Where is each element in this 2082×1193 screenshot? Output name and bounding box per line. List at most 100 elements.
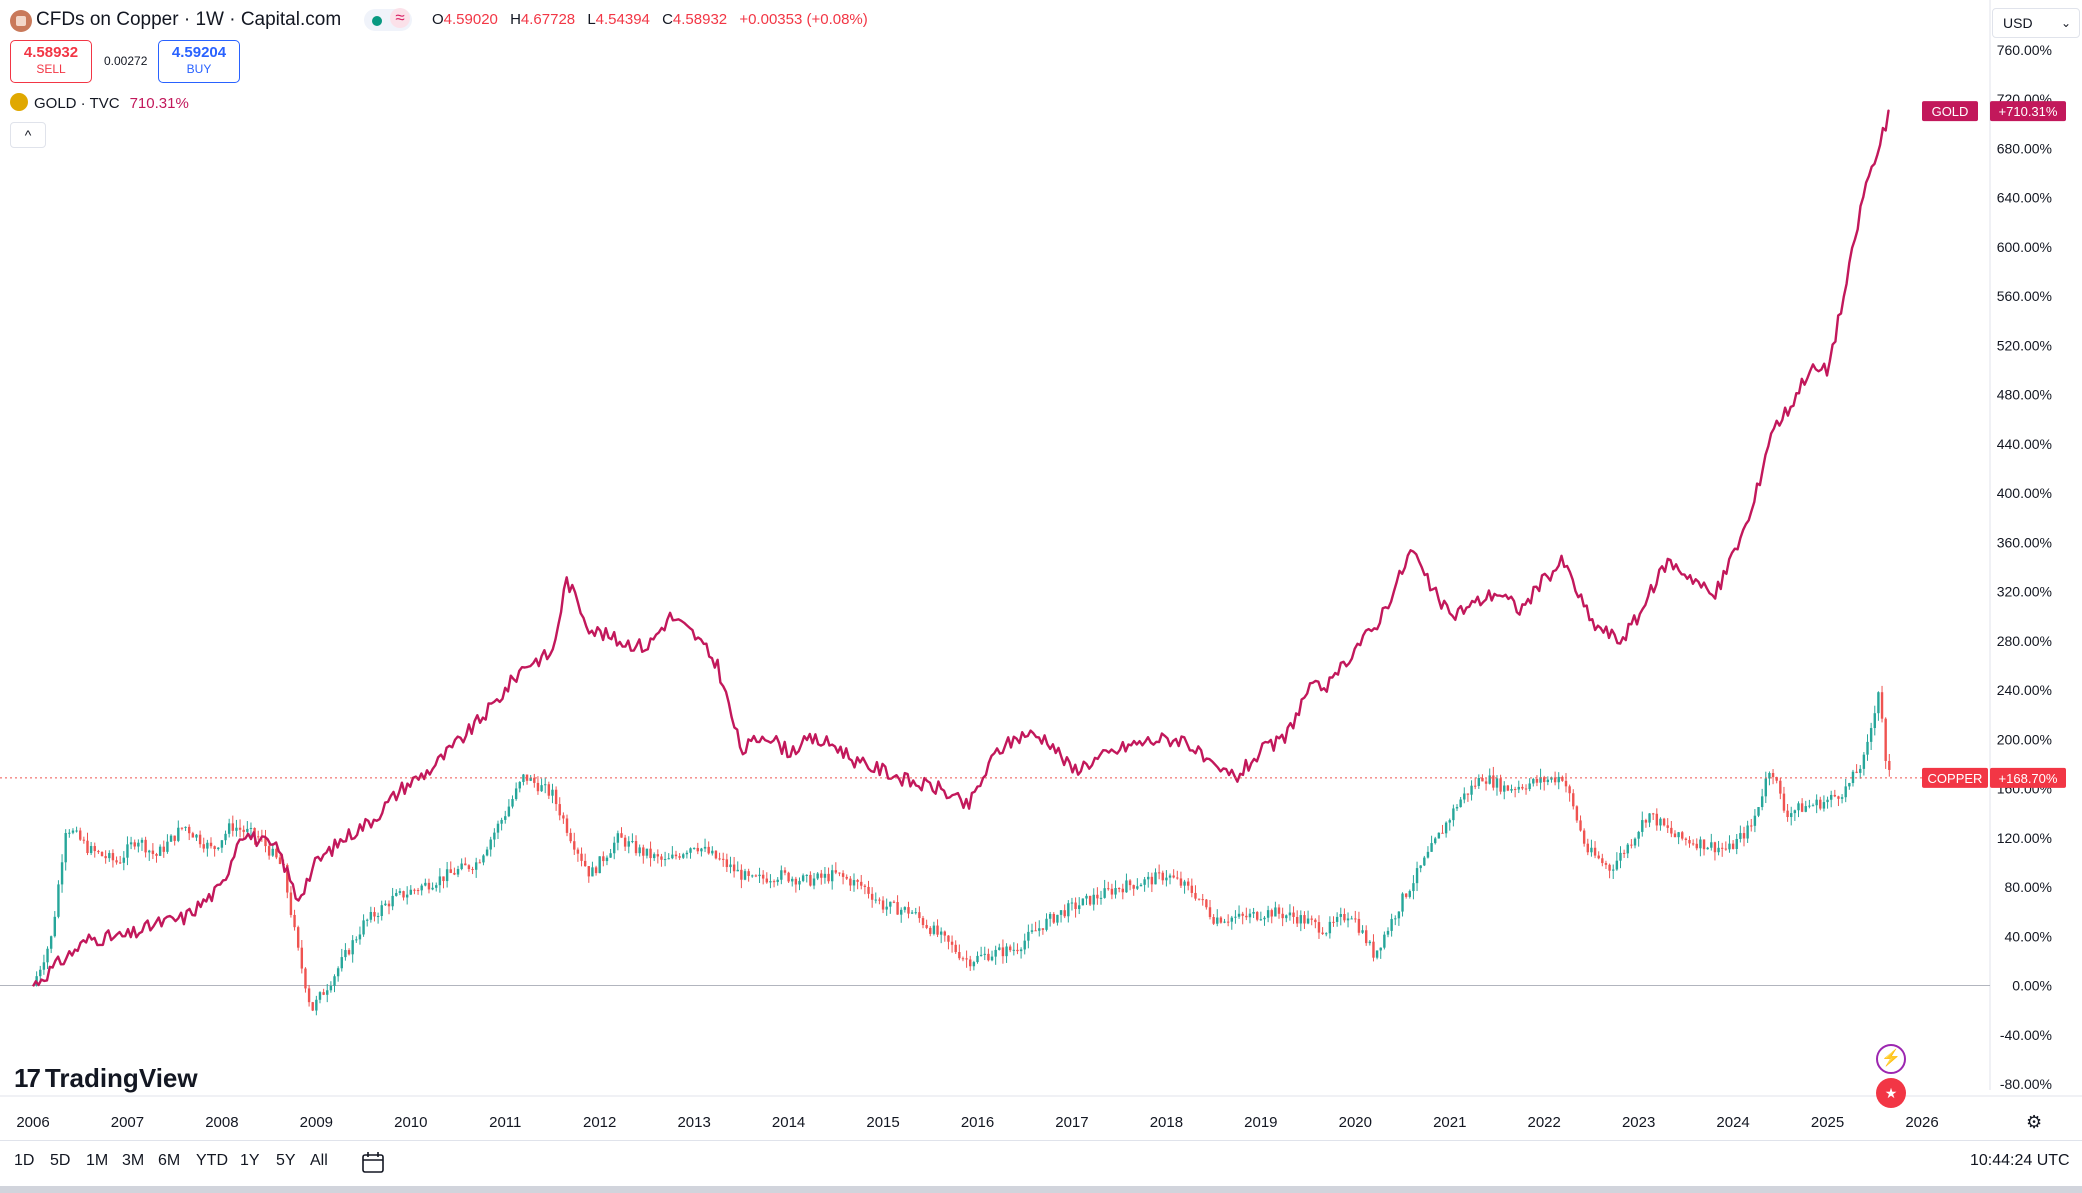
copper-candle-body [242,829,245,832]
copper-candle-body [115,860,118,863]
copper-candle-body [787,872,790,882]
copper-candle-body [435,885,438,888]
copper-candle-body [1550,777,1553,780]
buy-label: BUY [186,62,212,76]
ohlc-open-value: 4.59020 [443,11,498,28]
copper-candle-body [1372,941,1375,958]
range-button-1d[interactable]: 1D [14,1152,35,1169]
copper-candle-body [1332,921,1335,923]
copper-candle-body [257,836,260,838]
copper-candle-body [1005,946,1008,957]
y-tick-label: 440.00% [1997,436,2052,452]
copper-candle-body [1186,881,1190,886]
copper-candle-body [1285,915,1288,919]
copper-candle-body [994,949,997,957]
copper-candle-body [1859,768,1862,773]
tradingview-logo[interactable]: 17 TradingView [14,1063,198,1094]
collapse-legend-button[interactable]: ^ [10,122,46,148]
copper-candle-body [206,842,209,849]
ohlc-high-key: H [510,11,521,28]
range-button-3m[interactable]: 3M [122,1152,145,1169]
utc-clock[interactable]: 10:44:24 UTC [1970,1152,2070,1169]
copper-candle-body [1012,949,1016,951]
horizontal-scrollbar[interactable] [0,1186,2082,1193]
copper-candle-body [1815,799,1818,806]
copper-candle-body [565,818,569,833]
copper-candle-body [1739,833,1742,839]
copper-candle-body [1288,912,1292,916]
x-tick-label: 2008 [205,1114,238,1131]
x-tick-label: 2023 [1622,1114,1655,1131]
range-button-ytd[interactable]: YTD [196,1152,228,1169]
copper-candle-body [1601,858,1604,864]
range-button-5y[interactable]: 5Y [276,1152,296,1169]
series-lines [0,109,1990,987]
copper-candle-body [1256,912,1259,920]
copper-candle-body [1110,888,1114,895]
copper-candle-body [133,842,136,847]
copper-candle-body [540,785,543,792]
copper-candle-body [1354,918,1357,920]
copper-candle-body [75,830,78,832]
flash-icon[interactable]: ⚡ [1876,1044,1906,1074]
copper-candle-body [271,848,274,856]
copper-candle-body [1793,810,1797,814]
range-button-5d[interactable]: 5D [50,1152,71,1169]
copper-candle-body [97,851,100,853]
copper-candle-body [431,887,434,890]
y-tick-label: 280.00% [1997,633,2052,649]
y-tick-label: 760.00% [1997,42,2052,58]
copper-candle-body [867,886,870,894]
copper-candle-body [1575,806,1579,821]
copper-candle-body [820,873,823,878]
copper-candle-body [1172,875,1175,878]
copper-candle-body [1234,916,1237,918]
sell-button[interactable]: 4.58932 SELL [10,40,92,83]
copper-candle-body [1023,940,1026,950]
copper-candle-body [1564,780,1568,787]
copper-candle-body [1681,832,1684,839]
copper-candle-body [1241,913,1244,916]
calendar-range-icon[interactable] [360,1150,386,1176]
copper-candle-body [554,789,558,805]
copper-candle-body [1510,789,1513,791]
copper-candle-body [634,841,638,854]
symbol-title[interactable]: CFDs on Copper · 1W · Capital.com [36,9,342,30]
gear-icon[interactable]: ⚙ [2026,1112,2043,1132]
copper-candle-body [1001,947,1005,957]
copper-candle-body [151,850,155,854]
copper-candle-body [1154,872,1157,885]
copper-candle-body [1535,778,1539,783]
gold-legend-item[interactable]: GOLD · TVC 710.31% [10,93,189,112]
range-button-1m[interactable]: 1M [86,1152,109,1169]
copper-candle-body [1506,785,1510,791]
copper-candle-body [1644,820,1648,823]
buy-button[interactable]: 4.59204 BUY [158,40,240,83]
copper-candle-body [155,853,158,856]
copper-candle-body [227,823,231,834]
copper-candle-body [68,832,71,834]
copper-candle-body [834,870,838,873]
currency-selector[interactable]: USD ⌄ [1992,8,2080,38]
copper-candle-body [1444,822,1448,834]
range-button-1y[interactable]: 1Y [240,1152,260,1169]
copper-candle-body [1328,921,1332,934]
copper-candle-body [1659,818,1662,826]
copper-candle-body [387,903,391,907]
copper-candle-body [1808,805,1811,807]
copper-candle-body [264,837,267,847]
copper-candle-body [209,842,213,847]
copper-candle-body [474,862,478,870]
copper-candle-body [1655,813,1659,826]
copper-candle-body [111,853,115,861]
x-tick-label: 2015 [866,1114,899,1131]
range-button-all[interactable]: All [310,1152,328,1169]
copper-candle-body [464,863,467,866]
copper-candle-body [649,848,652,859]
copper-candle-body [623,837,627,847]
range-button-6m[interactable]: 6M [158,1152,181,1169]
us-flag-icon[interactable]: ★ [1876,1078,1906,1108]
copper-candle-body [140,839,144,843]
copper-candle-body [1666,825,1669,828]
